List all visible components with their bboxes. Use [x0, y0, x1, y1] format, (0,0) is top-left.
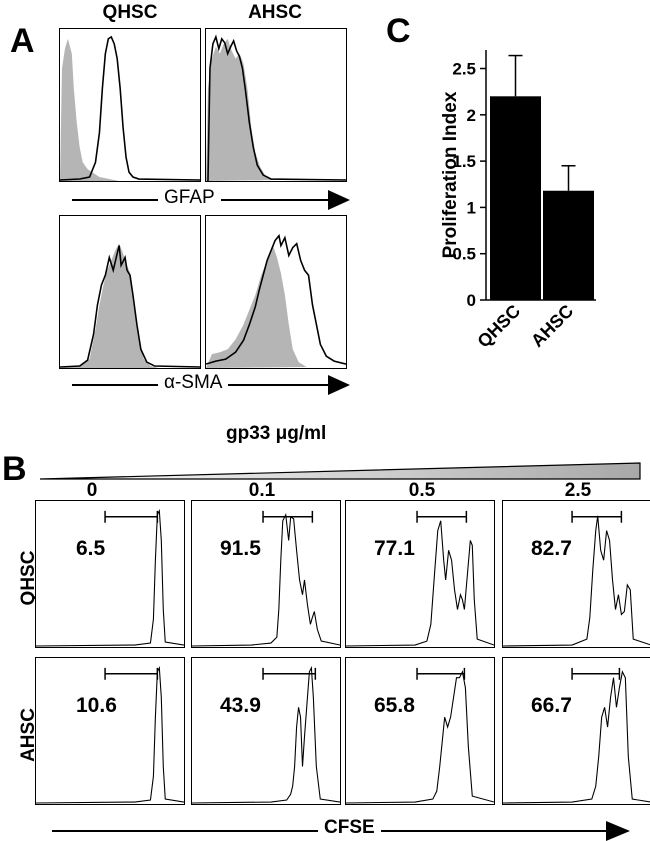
y-tick-label-0: 0 — [467, 291, 476, 310]
panel-a-sma-qhsc-histogram — [59, 215, 201, 369]
panel-a-sma-arrowhead — [328, 375, 350, 395]
cfse-histogram-line — [36, 665, 184, 804]
conc-label-3: 2.5 — [564, 480, 592, 501]
percent-divided-label: 82.7 — [531, 537, 572, 560]
y-axis-label: Proliferation Index — [440, 91, 461, 258]
concentration-wedge — [40, 462, 641, 480]
percent-divided-label: 77.1 — [374, 537, 415, 560]
percent-divided-label: 66.7 — [531, 694, 572, 717]
division-gate-bar — [416, 667, 466, 680]
bar-qhsc — [490, 96, 541, 300]
division-gate-bar — [262, 510, 314, 523]
percent-divided-label: 65.8 — [374, 694, 415, 717]
cfse-histogram-ahsc-0-5: 65.8 — [345, 657, 495, 805]
panel-a-sma-ahsc-histogram — [205, 215, 347, 369]
panel-a-gfap-qhsc-histogram — [59, 28, 201, 182]
cfse-histogram-ahsc-0: 10.6 — [35, 657, 185, 805]
panel-a-col-label-ahsc: AHSC — [248, 2, 302, 23]
cfse-label: CFSE — [318, 817, 381, 839]
y-tick-label-1: 0.5 — [452, 245, 476, 264]
panel-b-letter: B — [2, 450, 27, 488]
conc-label-0: 0 — [86, 480, 98, 501]
cfse-histogram-trace-ahsc-0 — [36, 665, 184, 804]
panel-b-title: gp33 μg/ml — [226, 423, 327, 444]
cfse-histogram-line — [36, 508, 184, 647]
y-tick-label-5: 2.5 — [452, 60, 476, 79]
panel-a-letter: A — [10, 22, 35, 60]
cfse-histogram-line — [503, 670, 650, 804]
cfse-histogram-qhsc-0-1: 91.5 — [191, 500, 341, 648]
cfse-histogram-ahsc-2-5: 66.7 — [502, 657, 650, 805]
division-gate-bar — [416, 510, 468, 523]
cfse-histogram-trace-qhsc-0-1 — [192, 510, 340, 647]
cfse-histogram-ahsc-0-1: 43.9 — [191, 657, 341, 805]
cfse-histogram-trace-ahsc-2-5 — [503, 667, 650, 804]
x-tick-label-ahsc: AHSC — [527, 301, 577, 351]
panel-a-gfap-ahsc-histogram — [205, 28, 347, 182]
cfse-histogram-qhsc-0: 6.5 — [35, 500, 185, 648]
division-gate-bar — [104, 510, 159, 523]
cfse-histogram-line — [346, 670, 494, 804]
panel-a-gfap-arrowhead — [328, 190, 350, 210]
panel-a-sma-label: α-SMA — [158, 372, 229, 394]
cfse-histogram-trace-ahsc-0-1 — [192, 665, 340, 804]
cfse-histogram-qhsc-0-5: 77.1 — [345, 500, 495, 648]
cfse-histogram-qhsc-2-5: 82.7 — [502, 500, 650, 648]
cfse-histogram-trace-qhsc-0-5 — [346, 510, 494, 647]
percent-divided-label: 91.5 — [220, 537, 261, 560]
cfse-histogram-trace-qhsc-2-5 — [503, 510, 650, 647]
y-tick-label-2: 1 — [467, 198, 476, 217]
conc-label-1: 0.1 — [248, 480, 276, 501]
percent-divided-label: 43.9 — [220, 694, 261, 717]
y-tick-label-4: 2 — [467, 106, 476, 125]
cfse-histogram-trace-ahsc-0-5 — [346, 667, 494, 804]
cfse-histogram-line — [192, 665, 340, 804]
panel-c-letter: C — [386, 12, 411, 50]
cfse-arrowhead — [606, 821, 630, 841]
proliferation-bar-chart: QHSC AHSC 0 0.5 1 1.5 2 2.5 Proliferation Index — [440, 50, 596, 352]
conc-label-2: 0.5 — [408, 480, 436, 501]
y-tick-label-3: 1.5 — [452, 152, 476, 171]
x-tick-label-qhsc: QHSC — [473, 301, 524, 352]
division-gate-bar — [571, 667, 621, 680]
percent-divided-label: 10.6 — [76, 694, 117, 717]
cfse-histogram-trace-qhsc-0 — [36, 508, 184, 647]
percent-divided-label: 6.5 — [76, 537, 106, 560]
panel-a-col-label-qhsc: QHSC — [102, 2, 158, 23]
cfse-histogram-line — [503, 515, 650, 647]
cfse-histogram-line — [346, 520, 494, 647]
division-gate-bar — [262, 667, 317, 680]
bar-ahsc — [543, 190, 594, 300]
division-gate-bar — [104, 667, 159, 680]
cfse-histogram-line — [192, 512, 340, 647]
panel-a-gfap-label: GFAP — [158, 187, 221, 209]
panel-c-chart: QHSC AHSC 0 0.5 1 1.5 2 2.5 Proliferation Index — [390, 50, 640, 410]
division-gate-bar — [571, 510, 623, 523]
